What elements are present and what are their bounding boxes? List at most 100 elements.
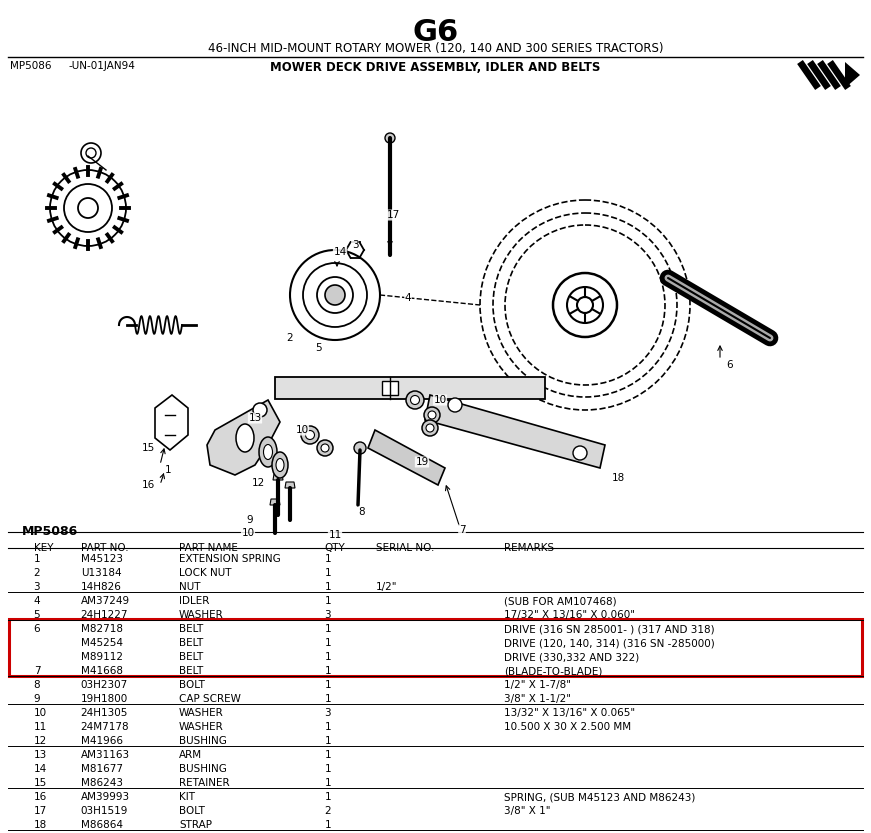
Text: WASHER: WASHER bbox=[179, 708, 224, 718]
Text: 10: 10 bbox=[241, 528, 254, 538]
Text: 1: 1 bbox=[324, 638, 331, 648]
Text: 3/8" X 1": 3/8" X 1" bbox=[504, 806, 550, 816]
Text: 13: 13 bbox=[34, 750, 47, 760]
Text: M45254: M45254 bbox=[81, 638, 123, 648]
Text: RETAINER: RETAINER bbox=[179, 778, 230, 788]
Text: SPRING, (SUB M45123 AND M86243): SPRING, (SUB M45123 AND M86243) bbox=[504, 792, 695, 802]
Text: M89112: M89112 bbox=[81, 652, 123, 662]
Text: 3: 3 bbox=[324, 708, 331, 718]
Circle shape bbox=[422, 420, 438, 436]
Text: 9: 9 bbox=[34, 694, 40, 704]
Text: 1/2" X 1-7/8": 1/2" X 1-7/8" bbox=[504, 680, 571, 690]
Polygon shape bbox=[845, 62, 860, 88]
Text: U13184: U13184 bbox=[81, 568, 121, 578]
Text: DRIVE (316 SN 285001- ) (317 AND 318): DRIVE (316 SN 285001- ) (317 AND 318) bbox=[504, 624, 714, 634]
Text: -UN-01JAN94: -UN-01JAN94 bbox=[68, 61, 135, 71]
Text: QTY: QTY bbox=[324, 543, 345, 553]
Text: 1: 1 bbox=[324, 582, 331, 592]
Text: 19H1800: 19H1800 bbox=[81, 694, 128, 704]
Text: MP5086: MP5086 bbox=[10, 61, 51, 71]
Text: 10.500 X 30 X 2.500 MM: 10.500 X 30 X 2.500 MM bbox=[504, 722, 631, 732]
Text: BELT: BELT bbox=[179, 624, 203, 634]
Text: 14: 14 bbox=[34, 764, 47, 774]
Ellipse shape bbox=[259, 437, 277, 467]
Text: LOCK NUT: LOCK NUT bbox=[179, 568, 232, 578]
FancyBboxPatch shape bbox=[275, 377, 545, 399]
Text: 9: 9 bbox=[246, 515, 253, 525]
Text: (BLADE-TO-BLADE): (BLADE-TO-BLADE) bbox=[504, 666, 602, 676]
Text: 1: 1 bbox=[324, 778, 331, 788]
Text: M86243: M86243 bbox=[81, 778, 123, 788]
Ellipse shape bbox=[236, 424, 254, 452]
Text: IDLER: IDLER bbox=[179, 596, 209, 606]
Ellipse shape bbox=[264, 445, 273, 460]
Text: 13: 13 bbox=[248, 413, 261, 423]
Text: 1: 1 bbox=[324, 624, 331, 634]
Text: 1: 1 bbox=[324, 596, 331, 606]
Text: 3/8" X 1-1/2": 3/8" X 1-1/2" bbox=[504, 694, 571, 704]
Text: DRIVE (330,332 AND 322): DRIVE (330,332 AND 322) bbox=[504, 652, 639, 662]
Text: 8: 8 bbox=[359, 507, 365, 517]
Text: 17: 17 bbox=[34, 806, 47, 816]
Text: 14: 14 bbox=[334, 247, 347, 257]
Text: 1: 1 bbox=[324, 694, 331, 704]
Text: 12: 12 bbox=[252, 478, 265, 488]
Text: BOLT: BOLT bbox=[179, 680, 205, 690]
Text: 17: 17 bbox=[387, 210, 400, 220]
Text: BOLT: BOLT bbox=[179, 806, 205, 816]
Text: 7: 7 bbox=[459, 525, 465, 535]
Text: 3: 3 bbox=[352, 240, 358, 250]
Text: M41966: M41966 bbox=[81, 736, 123, 746]
Text: BUSHING: BUSHING bbox=[179, 736, 226, 746]
Text: 13/32" X 13/16" X 0.065": 13/32" X 13/16" X 0.065" bbox=[504, 708, 635, 718]
Text: 11: 11 bbox=[328, 530, 341, 540]
Text: 3: 3 bbox=[34, 582, 40, 592]
Circle shape bbox=[301, 426, 319, 444]
Circle shape bbox=[325, 285, 345, 305]
Text: 1: 1 bbox=[324, 568, 331, 578]
Circle shape bbox=[321, 444, 329, 452]
Text: 15: 15 bbox=[34, 778, 47, 788]
Text: 5: 5 bbox=[314, 343, 321, 353]
Text: 14H826: 14H826 bbox=[81, 582, 122, 592]
Circle shape bbox=[448, 398, 462, 412]
Text: PART NAME: PART NAME bbox=[179, 543, 238, 553]
Text: M81677: M81677 bbox=[81, 764, 123, 774]
Circle shape bbox=[253, 403, 267, 417]
Ellipse shape bbox=[272, 452, 288, 478]
Circle shape bbox=[385, 133, 395, 143]
Text: KEY: KEY bbox=[34, 543, 53, 553]
Text: 4: 4 bbox=[34, 596, 40, 606]
Text: AM31163: AM31163 bbox=[81, 750, 130, 760]
Text: M41668: M41668 bbox=[81, 666, 123, 676]
Text: KIT: KIT bbox=[179, 792, 195, 802]
Circle shape bbox=[410, 396, 420, 405]
Text: 03H1519: 03H1519 bbox=[81, 806, 128, 816]
Text: MP5086: MP5086 bbox=[22, 525, 78, 538]
Text: M82718: M82718 bbox=[81, 624, 123, 634]
Text: WASHER: WASHER bbox=[179, 722, 224, 732]
Text: ARM: ARM bbox=[179, 750, 202, 760]
Text: G6: G6 bbox=[412, 18, 459, 47]
Text: 18: 18 bbox=[611, 473, 625, 483]
Text: PART NO.: PART NO. bbox=[81, 543, 128, 553]
Circle shape bbox=[317, 440, 333, 456]
FancyBboxPatch shape bbox=[382, 381, 398, 395]
Text: 1: 1 bbox=[324, 554, 331, 564]
Text: 03H2307: 03H2307 bbox=[81, 680, 128, 690]
Text: WASHER: WASHER bbox=[179, 610, 224, 620]
Text: (SUB FOR AM107468): (SUB FOR AM107468) bbox=[504, 596, 617, 606]
Text: 10: 10 bbox=[434, 395, 447, 405]
Circle shape bbox=[306, 431, 314, 440]
Text: AM39993: AM39993 bbox=[81, 792, 130, 802]
Text: 2: 2 bbox=[324, 806, 331, 816]
Text: 2: 2 bbox=[34, 568, 40, 578]
Text: 16: 16 bbox=[141, 480, 155, 490]
Text: BELT: BELT bbox=[179, 666, 203, 676]
Text: 24H1305: 24H1305 bbox=[81, 708, 128, 718]
Text: 12: 12 bbox=[34, 736, 47, 746]
Text: 10: 10 bbox=[34, 708, 47, 718]
Text: MOWER DECK DRIVE ASSEMBLY, IDLER AND BELTS: MOWER DECK DRIVE ASSEMBLY, IDLER AND BEL… bbox=[270, 61, 601, 74]
Text: 1: 1 bbox=[324, 792, 331, 802]
Text: BELT: BELT bbox=[179, 638, 203, 648]
